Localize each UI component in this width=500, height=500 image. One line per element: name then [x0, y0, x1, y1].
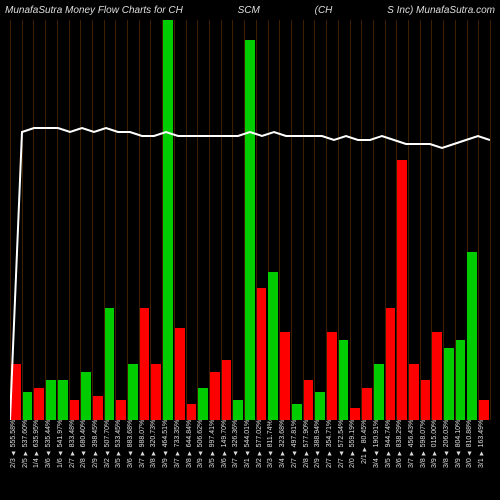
title-left: MunafaSutra Money Flow Charts for CH: [5, 5, 183, 16]
x-label: 3/7 ▲ 326.36%: [232, 420, 244, 500]
x-label: 3/4 ▲ 190.91%: [373, 420, 385, 500]
x-label: 3/6 ▲ 883.68%: [127, 420, 139, 500]
x-label: 3/1 ▲ 544.01%: [244, 420, 256, 500]
title-mid1: SCM: [238, 5, 260, 16]
x-label: 3/8 ▼ 644.84%: [186, 420, 198, 500]
x-label: 3/8 ▼ 598.07%: [420, 420, 432, 500]
x-label: 3/6 ▼ 838.29%: [396, 420, 408, 500]
title-right: S Inc) MunafaSutra.com: [387, 5, 495, 16]
x-label: 3/5 ▼ 944.74%: [385, 420, 397, 500]
x-label: 3/5 ▼ 997.41%: [209, 420, 221, 500]
x-label: 2/8 ▲ 680.40%: [80, 420, 92, 500]
x-label: 3/9 ▲ 464.51%: [162, 420, 174, 500]
x-label: 3/7 ▼ 733.35%: [174, 420, 186, 500]
x-label: 2/9 ▲ 388.94%: [314, 420, 326, 500]
x-label: 2/1 ▼ 80.45%: [361, 420, 373, 500]
x-label: 2/7 ▼ 354.71%: [326, 420, 338, 500]
x-axis-labels: 2/3 ▲ 555.58%2/5 ▼ 537.60%1/4 ▼ 635.95%3…: [10, 420, 490, 500]
x-label: 2/9 ▼ 398.45%: [92, 420, 104, 500]
x-label: 2/5 ▼ 537.60%: [22, 420, 34, 500]
x-label: 2/8 ▼ 577.90%: [303, 420, 315, 500]
x-label: 3/2 ▼ 577.02%: [256, 420, 268, 500]
x-label: 3/9 ▲ 804.10%: [455, 420, 467, 500]
x-label: 3/8 ▲ 206.03%: [443, 420, 455, 500]
x-label: 1/6 ▲ 541.97%: [57, 420, 69, 500]
x-label: 3/7 ▼ 988.07%: [139, 420, 151, 500]
x-label: 3/7 ▼ 456.43%: [408, 420, 420, 500]
x-label: 3/2 ▲ 507.70%: [104, 420, 116, 500]
x-label: 2/7 ▲ 572.54%: [338, 420, 350, 500]
x-label: 2/0 ▼ 559.19%: [349, 420, 361, 500]
chart-area: [10, 20, 490, 420]
x-label: 3/6 ▼ 149.70%: [221, 420, 233, 500]
x-label: 3/4 ▼ 323.68%: [279, 420, 291, 500]
x-label: 3/0 ▲ 810.88%: [466, 420, 478, 500]
x-label: 3/9 ▼ 015.00%: [431, 420, 443, 500]
x-label: 3/8 ▼ 320.73%: [150, 420, 162, 500]
chart-header: MunafaSutra Money Flow Charts for CH SCM…: [5, 5, 495, 16]
x-label: 3/1 ▼ 163.49%: [478, 420, 490, 500]
x-label: 2/3 ▲ 555.58%: [10, 420, 22, 500]
x-label: 2/7 ▼ 833.48%: [69, 420, 81, 500]
x-label: 3/6 ▲ 535.44%: [45, 420, 57, 500]
x-label: 1/4 ▼ 635.95%: [33, 420, 45, 500]
x-label: 2/7 ▲ 497.81%: [291, 420, 303, 500]
x-label: 3/3 ▲ 811.74%: [267, 420, 279, 500]
x-label: 3/5 ▼ 533.45%: [115, 420, 127, 500]
line-overlay: [10, 20, 490, 420]
title-mid2: (CH: [315, 5, 333, 16]
x-label: 3/9 ▲ 506.62%: [197, 420, 209, 500]
